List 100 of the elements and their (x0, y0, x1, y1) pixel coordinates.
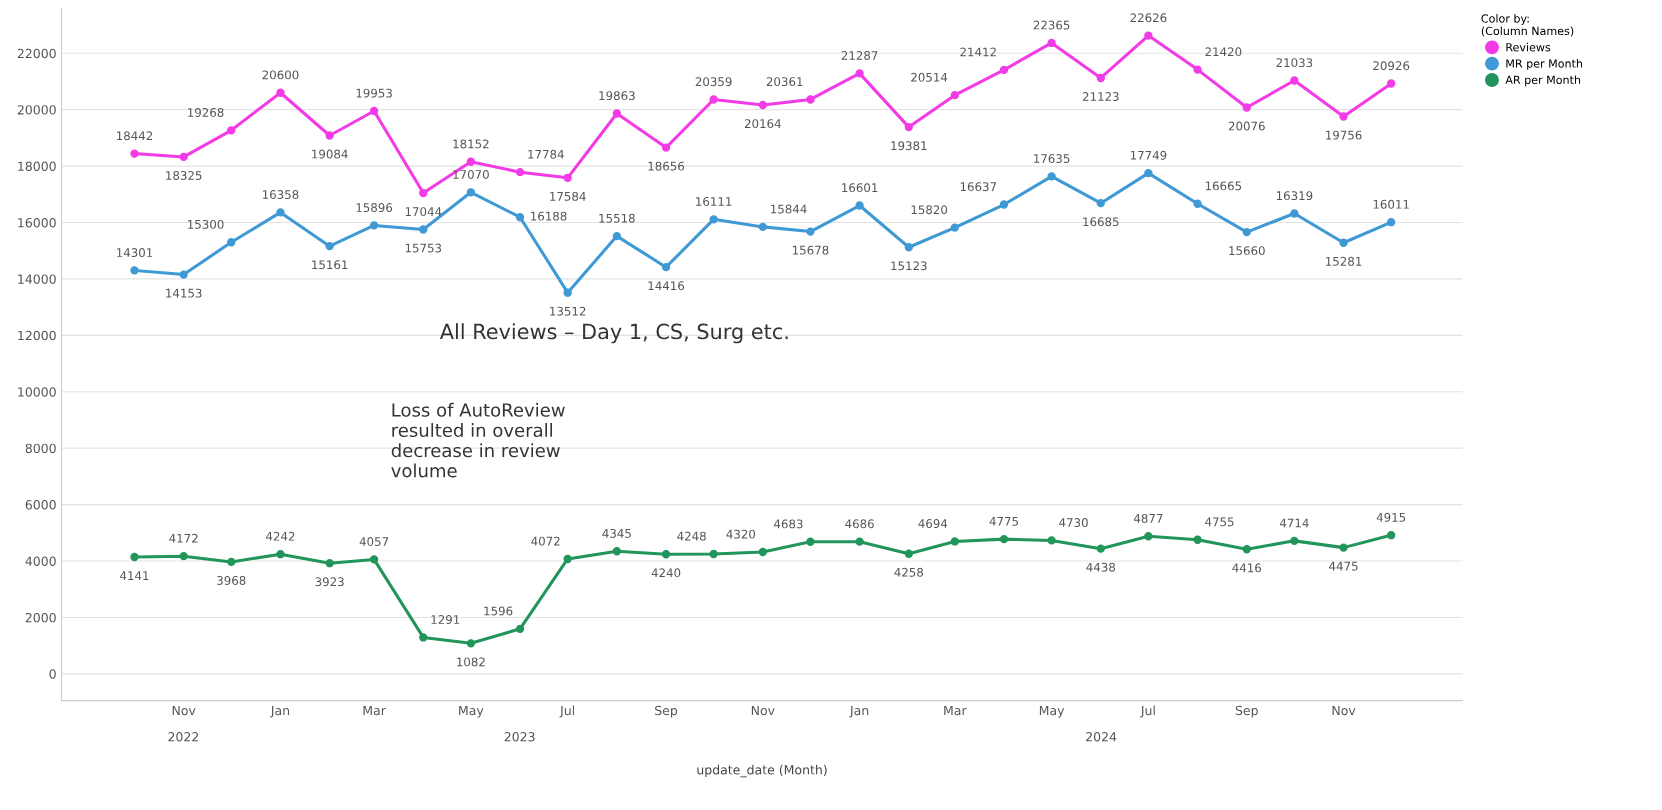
point (661, 263, 671, 272)
point (1339, 543, 1348, 552)
data-label: 22365 (1033, 20, 1070, 30)
point (999, 200, 1009, 209)
data-label: 1291 (431, 615, 460, 625)
data-label: 18325 (166, 171, 202, 180)
point (612, 547, 622, 556)
point (709, 95, 718, 104)
data-label: 4416 (1232, 563, 1262, 573)
point (1047, 38, 1056, 48)
legend-label: MR per Month (1506, 59, 1583, 70)
data-label: 15518 (599, 213, 635, 223)
point (950, 90, 959, 100)
data-label: 18442 (117, 131, 153, 141)
point (855, 69, 864, 78)
point (227, 126, 236, 135)
point (1193, 65, 1202, 74)
data-label: 15678 (792, 245, 829, 255)
point (709, 549, 718, 559)
legend-label: Reviews (1506, 42, 1551, 52)
data-label: 4714 (1279, 518, 1309, 528)
point (466, 639, 476, 648)
x-tick-label: Nov (172, 705, 196, 716)
y-tick-label: 22000 (17, 48, 56, 59)
data-label: 16011 (1373, 199, 1409, 209)
point (325, 241, 334, 251)
point (1047, 172, 1056, 181)
point (563, 288, 572, 297)
data-label: 17749 (1130, 150, 1167, 160)
data-label: 4694 (918, 519, 948, 529)
annotation: All Reviews – Day 1, CS, Surg etc. (439, 323, 788, 344)
x-tick-label: Sep (1235, 705, 1258, 718)
data-label: 21287 (841, 51, 878, 60)
point (806, 95, 815, 104)
point (1339, 112, 1348, 121)
point (999, 534, 1009, 544)
data-label: 17635 (1034, 154, 1070, 163)
data-label: 4320 (726, 529, 756, 539)
data-label: 4141 (120, 571, 149, 580)
data-label: 4240 (651, 568, 681, 578)
point (1096, 544, 1105, 553)
point (276, 550, 285, 559)
point (1193, 199, 1202, 208)
data-label: 16111 (696, 197, 732, 206)
point (904, 122, 913, 132)
data-label: 4775 (989, 516, 1018, 526)
point (419, 633, 428, 642)
data-label: 19268 (188, 107, 224, 117)
point (1386, 531, 1396, 540)
data-label: 16188 (531, 211, 567, 221)
data-label: 20359 (695, 77, 732, 87)
point (661, 143, 671, 152)
point (1386, 218, 1396, 227)
data-label: 18152 (453, 139, 489, 149)
data-label: 19084 (312, 149, 348, 159)
x-tick-label: Jan (849, 705, 869, 718)
point (1096, 199, 1105, 208)
point (325, 559, 334, 568)
data-label: 15281 (1326, 256, 1362, 266)
point (612, 109, 622, 118)
point (179, 152, 188, 162)
data-label: 22626 (1130, 13, 1167, 23)
point (1290, 76, 1299, 85)
point (950, 223, 959, 232)
data-label: 21420 (1205, 47, 1242, 57)
data-label: 21123 (1082, 92, 1119, 101)
y-tick-label: 2000 (25, 612, 56, 623)
data-label: 19863 (599, 91, 635, 101)
point (999, 65, 1009, 74)
data-label: 4072 (531, 536, 560, 546)
point (1242, 103, 1251, 112)
y-tick-label: 8000 (25, 443, 56, 454)
data-label: 17044 (405, 207, 442, 217)
point (1144, 168, 1153, 178)
x-tick-label: Jul (1140, 705, 1155, 718)
data-label: 15300 (188, 219, 224, 229)
data-label: 15820 (911, 205, 948, 215)
text: 2024 (1086, 732, 1117, 742)
y-tick-label: 16000 (18, 217, 56, 228)
point (179, 551, 188, 561)
point (276, 208, 285, 217)
x-tick-label: Nov (1332, 705, 1356, 716)
data-label: 4686 (845, 519, 874, 529)
point (179, 270, 188, 279)
point (1144, 31, 1153, 40)
point (758, 547, 767, 557)
point (758, 100, 767, 110)
y-tick-label: 12000 (18, 330, 56, 341)
point (1047, 536, 1056, 545)
data-label: 15844 (771, 204, 807, 214)
y-tick-label: 0 (49, 669, 56, 679)
data-label: 4730 (1059, 518, 1088, 528)
point (369, 555, 379, 564)
data-label: 15161 (312, 260, 348, 270)
data-label: 16601 (842, 183, 878, 193)
data-label: 13512 (550, 306, 586, 316)
point (1242, 227, 1251, 237)
data-label: 4345 (602, 528, 631, 538)
point (325, 131, 334, 140)
data-label: 4475 (1329, 561, 1358, 571)
